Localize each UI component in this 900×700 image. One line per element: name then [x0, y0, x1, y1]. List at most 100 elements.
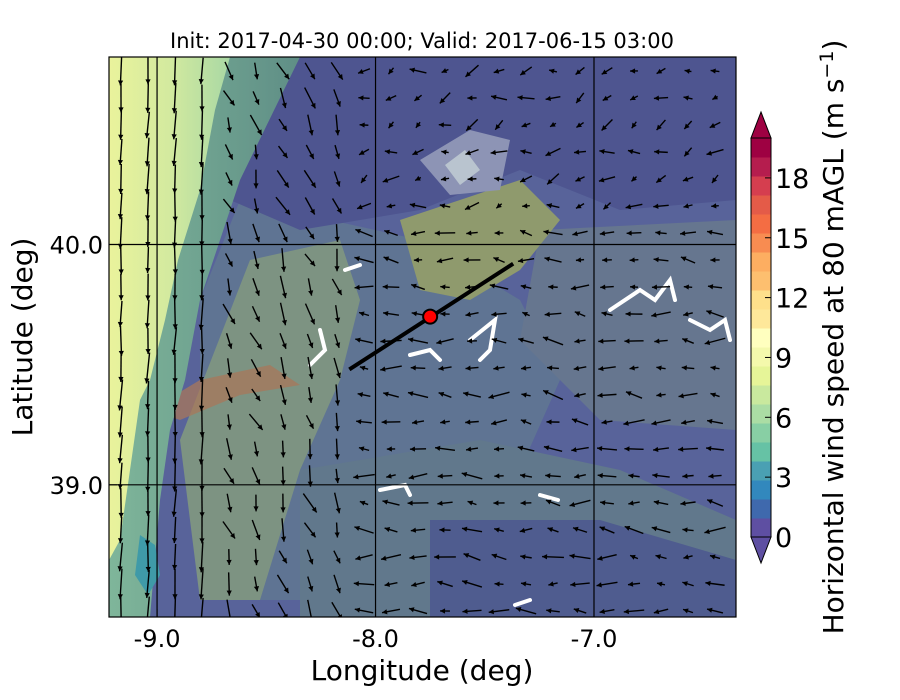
wind-arrow-head	[144, 161, 150, 167]
wind-arrow-head	[336, 207, 342, 214]
wind-arrow-head	[600, 284, 606, 290]
wind-arrow	[199, 219, 205, 247]
wind-arrow-head	[411, 283, 417, 289]
wind-arrow	[491, 337, 507, 344]
wind-arrow	[465, 118, 479, 132]
wind-arrow-head	[575, 257, 582, 263]
wind-arrow	[358, 148, 370, 156]
wind-arrow-head	[255, 479, 261, 485]
wind-arrow	[198, 136, 205, 168]
wind-arrow-head	[704, 339, 711, 345]
wind-arrow	[572, 230, 588, 237]
wind-arrow	[683, 120, 693, 130]
wind-arrow-head	[307, 481, 313, 487]
wind-arrow-head	[491, 553, 498, 559]
wind-arrow-head	[710, 68, 716, 74]
wind-arrow	[545, 473, 561, 479]
wind-arrow	[411, 419, 425, 425]
wind-arrow	[463, 553, 481, 561]
wind-arrow-head	[465, 284, 471, 290]
wind-arrow-head	[354, 284, 360, 290]
wind-arrow	[353, 473, 375, 480]
wind-arrow-head	[520, 284, 527, 290]
wind-arrow	[117, 434, 124, 464]
wind-arrow-head	[198, 459, 204, 465]
wind-arrow-head	[253, 208, 260, 214]
wind-arrow	[596, 445, 618, 452]
wind-arrow	[253, 441, 260, 457]
wind-arrow	[570, 581, 590, 588]
wind-arrow	[225, 438, 233, 460]
wind-arrow-head	[310, 102, 316, 109]
wind-arrow-shaft	[146, 514, 150, 546]
wind-arrow-head	[354, 256, 360, 262]
wind-arrow-head	[198, 567, 205, 573]
wind-arrow-head	[494, 230, 500, 236]
wind-arrow	[515, 607, 537, 615]
wind-arrow-head	[625, 204, 632, 210]
wind-arrow-head	[599, 526, 606, 532]
wind-arrow-head	[520, 581, 527, 587]
wind-arrow	[279, 384, 287, 406]
wind-arrow-head	[518, 337, 524, 343]
wind-arrow	[226, 549, 232, 565]
wind-arrow-head	[600, 500, 606, 506]
wind-arrow-head	[488, 609, 495, 615]
wind-arrow-head	[682, 176, 689, 182]
wind-arrow	[520, 419, 532, 425]
wind-arrow	[199, 110, 205, 140]
wind-arrow	[656, 67, 666, 75]
wind-arrow	[680, 500, 696, 506]
wind-arrow	[307, 387, 314, 403]
wind-arrow	[251, 603, 261, 617]
wind-arrow	[383, 256, 399, 264]
wind-arrow	[224, 61, 234, 81]
wind-arrow-head	[310, 182, 316, 188]
wind-arrow-head	[550, 121, 556, 127]
colorbar-segment	[751, 347, 771, 367]
wind-arrow-head	[544, 256, 550, 262]
wind-arrow-head	[651, 420, 657, 426]
wind-arrow-head	[575, 69, 582, 75]
wind-arrow-shaft	[146, 596, 150, 617]
wind-arrow-head	[359, 311, 365, 317]
wind-arrow	[493, 446, 505, 452]
wind-arrow-head	[334, 477, 340, 484]
wind-arrow	[281, 248, 287, 272]
colorbar-segment	[751, 252, 771, 272]
wind-arrow	[684, 68, 692, 74]
wind-arrow	[467, 95, 477, 101]
wind-arrow-head	[384, 149, 391, 155]
wind-arrow	[489, 283, 509, 290]
wind-arrow	[440, 311, 450, 317]
wind-arrow	[333, 171, 341, 187]
wind-arrow	[490, 149, 508, 156]
wind-arrow	[653, 608, 669, 615]
wind-arrow-head	[229, 207, 235, 213]
wind-arrow-head	[410, 365, 416, 371]
colorbar-segment	[751, 385, 771, 405]
wind-arrow-head	[711, 203, 717, 209]
wind-arrow	[651, 419, 671, 426]
wind-arrow-head	[309, 260, 316, 267]
wind-arrow	[545, 147, 561, 157]
wind-arrow	[334, 114, 341, 136]
wind-arrow-head	[597, 445, 603, 452]
wind-arrow	[462, 608, 482, 614]
wind-arrow	[678, 392, 698, 399]
wind-arrow	[304, 87, 316, 109]
wind-arrow-head	[281, 343, 287, 349]
wind-arrow	[708, 473, 722, 479]
wind-arrow	[199, 327, 205, 355]
wind-arrow-head	[118, 512, 124, 518]
wind-arrow-head	[411, 581, 417, 588]
wind-arrow-shaft	[173, 406, 177, 438]
wind-arrow	[407, 337, 429, 344]
wind-arrow-head	[707, 418, 713, 424]
wind-arrow	[601, 311, 613, 317]
colorbar-label-close: )	[817, 40, 850, 51]
wind-arrow	[223, 467, 235, 485]
wind-arrow	[548, 581, 558, 587]
wind-arrow-head	[117, 405, 123, 411]
wind-arrow	[410, 365, 426, 371]
